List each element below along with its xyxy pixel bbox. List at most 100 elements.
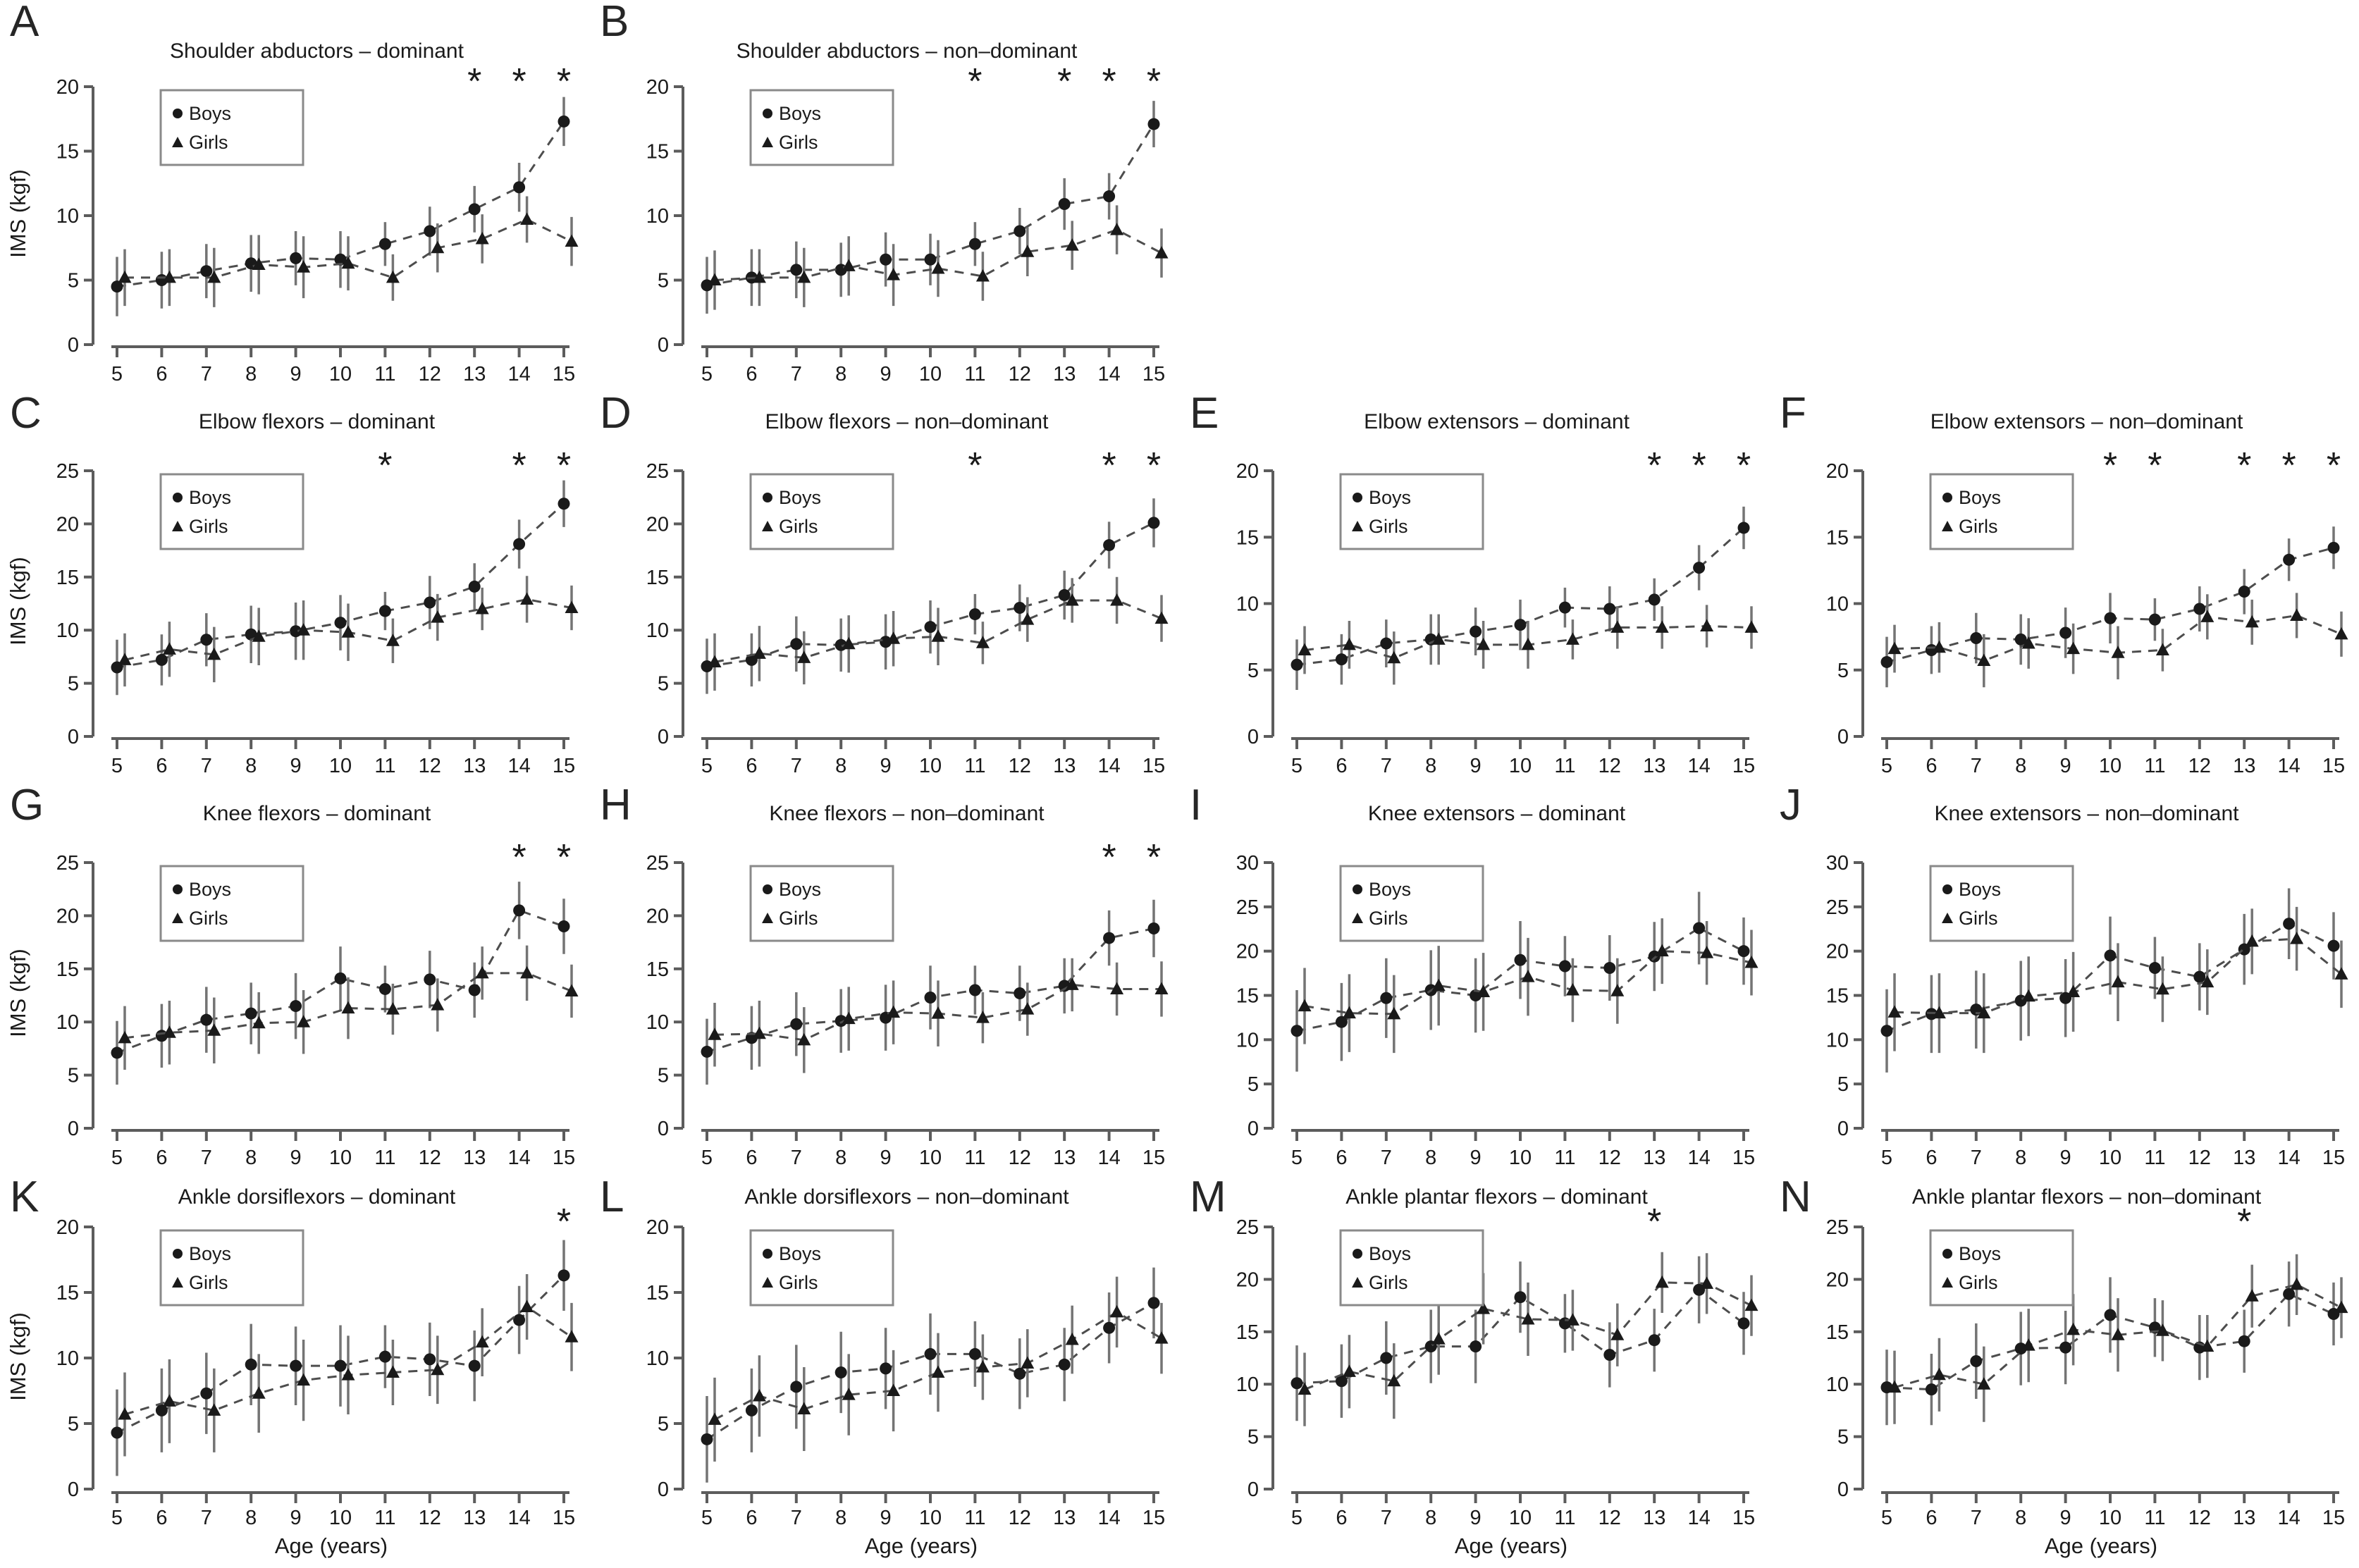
svg-text:7: 7 — [201, 1147, 212, 1169]
panel-title: Elbow flexors – dominant — [198, 410, 436, 433]
svg-text:9: 9 — [1470, 1147, 1482, 1169]
svg-text:Boys: Boys — [1369, 487, 1411, 508]
svg-text:11: 11 — [374, 363, 395, 385]
svg-text:Boys: Boys — [1369, 879, 1411, 900]
svg-text:7: 7 — [791, 755, 802, 777]
svg-text:7: 7 — [1381, 1147, 1392, 1169]
svg-text:15: 15 — [56, 1282, 79, 1304]
svg-text:10: 10 — [2099, 1507, 2121, 1529]
panel-k: K Ankle dorsiflexors – dominant IMS (kgf… — [0, 1175, 590, 1568]
svg-text:Boys: Boys — [779, 879, 821, 900]
panel-g: G Knee flexors – dominant IMS (kgf) 0 5 10… — [0, 784, 590, 1176]
svg-text:10: 10 — [919, 1147, 942, 1169]
svg-text:10: 10 — [1236, 593, 1259, 616]
svg-text:6: 6 — [1926, 755, 1937, 777]
svg-text:20: 20 — [56, 1216, 79, 1239]
svg-text:8: 8 — [245, 1147, 257, 1169]
svg-text:20: 20 — [646, 76, 669, 99]
svg-text:10: 10 — [646, 1347, 669, 1370]
svg-text:12: 12 — [419, 1147, 441, 1169]
svg-text:6: 6 — [156, 1507, 167, 1529]
svg-text:Boys: Boys — [189, 103, 231, 124]
svg-text:20: 20 — [646, 513, 669, 536]
svg-text:15: 15 — [1142, 363, 1165, 385]
svg-text:*: * — [2237, 1202, 2251, 1242]
svg-text:30: 30 — [1826, 852, 1849, 875]
svg-text:15: 15 — [1236, 985, 1259, 1008]
svg-text:9: 9 — [1470, 755, 1482, 777]
svg-text:15: 15 — [646, 958, 669, 981]
svg-text:10: 10 — [1826, 1373, 1849, 1396]
svg-text:8: 8 — [835, 1507, 846, 1529]
panel-m-plot: 0 5 10 15 20 25 5 6 7 8 9 10 11 12 13 14 15 * Boys Girls — [1236, 1202, 1759, 1529]
svg-text:8: 8 — [2015, 1147, 2026, 1169]
svg-text:9: 9 — [290, 1507, 302, 1529]
svg-text:Boys: Boys — [1959, 879, 2001, 900]
svg-text:5: 5 — [68, 1413, 79, 1436]
svg-text:13: 13 — [463, 363, 486, 385]
svg-text:15: 15 — [1142, 1147, 1165, 1169]
svg-text:5: 5 — [1291, 755, 1302, 777]
svg-text:12: 12 — [419, 1507, 441, 1529]
svg-text:14: 14 — [1097, 755, 1120, 777]
svg-text:12: 12 — [1009, 1507, 1031, 1529]
svg-text:11: 11 — [1554, 1147, 1575, 1169]
svg-text:8: 8 — [1425, 1147, 1436, 1169]
svg-text:5: 5 — [1837, 1426, 1849, 1449]
svg-text:25: 25 — [1826, 1216, 1849, 1239]
svg-text:15: 15 — [1732, 755, 1755, 777]
svg-text:0: 0 — [1837, 726, 1849, 748]
svg-text:10: 10 — [1509, 755, 1532, 777]
panel-h-plot: 0 5 10 15 20 25 5 6 7 8 9 10 11 12 13 14 15 * * Boys Girls — [646, 837, 1169, 1169]
svg-text:7: 7 — [201, 755, 212, 777]
panel-m: M Ankle plantar flexors – dominant Age (… — [1180, 1175, 1770, 1568]
svg-text:9: 9 — [290, 755, 302, 777]
panel-d-plot: 0 5 10 15 20 25 5 6 7 8 9 10 11 12 13 14 15 * * * Boys Girls — [646, 445, 1169, 777]
svg-text:5: 5 — [111, 755, 123, 777]
svg-text:*: * — [557, 61, 571, 102]
svg-text:13: 13 — [1643, 1507, 1665, 1529]
svg-text:0: 0 — [1248, 1118, 1259, 1140]
svg-text:25: 25 — [56, 852, 79, 875]
svg-text:*: * — [557, 837, 571, 878]
svg-text:Girls: Girls — [189, 1272, 228, 1293]
svg-text:0: 0 — [68, 1118, 79, 1140]
svg-text:10: 10 — [1236, 1373, 1259, 1396]
svg-text:*: * — [968, 445, 982, 486]
svg-text:0: 0 — [68, 1479, 79, 1501]
svg-text:10: 10 — [329, 1507, 352, 1529]
svg-text:10: 10 — [56, 205, 79, 228]
svg-text:*: * — [2103, 445, 2117, 486]
svg-text:20: 20 — [56, 513, 79, 536]
svg-text:15: 15 — [553, 1507, 575, 1529]
svg-text:Boys: Boys — [779, 1243, 821, 1264]
svg-text:9: 9 — [1470, 1507, 1482, 1529]
panel-f-plot: 0 5 10 15 20 5 6 7 8 9 10 11 12 13 14 15 * * * * * Boys Girls — [1826, 445, 2348, 777]
svg-text:*: * — [1102, 445, 1116, 486]
svg-text:15: 15 — [1142, 755, 1165, 777]
svg-text:*: * — [1102, 837, 1116, 878]
svg-text:7: 7 — [1971, 1147, 1982, 1169]
svg-text:0: 0 — [1837, 1118, 1849, 1140]
svg-text:9: 9 — [880, 363, 892, 385]
svg-text:5: 5 — [1291, 1507, 1302, 1529]
svg-text:*: * — [1102, 61, 1116, 102]
svg-text:15: 15 — [1236, 526, 1259, 549]
svg-text:Girls: Girls — [189, 908, 228, 929]
svg-text:11: 11 — [1554, 755, 1575, 777]
svg-text:6: 6 — [746, 1507, 757, 1529]
svg-text:30: 30 — [1236, 852, 1259, 875]
svg-text:5: 5 — [658, 1065, 669, 1087]
svg-text:*: * — [512, 61, 526, 102]
svg-text:12: 12 — [1009, 363, 1031, 385]
svg-text:12: 12 — [2188, 1147, 2211, 1169]
svg-text:Boys: Boys — [189, 487, 231, 508]
panel-n-plot: 0 5 10 15 20 25 5 6 7 8 9 10 11 12 13 14 15 * Boys Girls — [1826, 1202, 2348, 1529]
svg-text:14: 14 — [1097, 1147, 1120, 1169]
svg-text:20: 20 — [646, 1216, 669, 1239]
panel-letter: K — [10, 1173, 39, 1221]
panel-letter: G — [10, 781, 44, 829]
svg-text:11: 11 — [2144, 1147, 2165, 1169]
